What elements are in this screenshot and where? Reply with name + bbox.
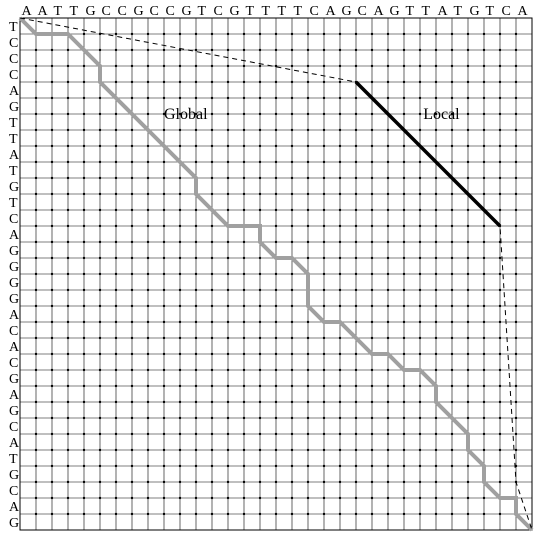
- top-seq-char: G: [470, 4, 480, 19]
- left-seq-char: G: [9, 516, 19, 531]
- left-seq-char: G: [9, 276, 19, 291]
- top-seq-char: C: [102, 4, 111, 19]
- top-seq-char: T: [406, 4, 415, 19]
- left-seq-char: A: [9, 148, 20, 163]
- left-seq-char: G: [9, 180, 19, 195]
- left-seq-char: A: [9, 388, 20, 403]
- left-seq-char: C: [9, 356, 18, 371]
- top-seq-char: A: [438, 4, 449, 19]
- top-seq-char: C: [310, 4, 319, 19]
- left-seq-char: G: [9, 292, 19, 307]
- left-seq-char: T: [9, 164, 18, 179]
- top-seq-char: A: [38, 4, 49, 19]
- top-seq-char: T: [262, 4, 271, 19]
- top-seq-char: T: [486, 4, 495, 19]
- top-seq-char: T: [70, 4, 79, 19]
- top-seq-char: C: [166, 4, 175, 19]
- canvas-bg: [0, 0, 538, 539]
- left-seq-char: T: [9, 20, 18, 35]
- top-seq-char: T: [294, 4, 303, 19]
- global-label: Global: [164, 106, 208, 123]
- left-seq-char: G: [9, 260, 19, 275]
- left-seq-char: C: [9, 324, 18, 339]
- left-seq-char: C: [9, 484, 18, 499]
- left-seq-char: C: [9, 52, 18, 67]
- left-seq-char: C: [9, 36, 18, 51]
- left-seq-char: A: [9, 500, 20, 515]
- left-seq-char: G: [9, 468, 19, 483]
- top-seq-char: C: [502, 4, 511, 19]
- left-seq-char: G: [9, 100, 19, 115]
- top-seq-char: C: [214, 4, 223, 19]
- left-seq-char: C: [9, 212, 18, 227]
- top-seq-char: T: [246, 4, 255, 19]
- left-seq-char: T: [9, 116, 18, 131]
- left-seq-char: T: [9, 196, 18, 211]
- top-seq-char: T: [198, 4, 207, 19]
- top-seq-char: G: [134, 4, 144, 19]
- left-seq-char: C: [9, 420, 18, 435]
- top-seq-char: A: [22, 4, 33, 19]
- left-seq-char: A: [9, 84, 20, 99]
- local-label: Local: [423, 106, 460, 123]
- left-seq-char: T: [9, 452, 18, 467]
- top-seq-char: G: [390, 4, 400, 19]
- top-seq-char: G: [86, 4, 96, 19]
- left-seq-char: G: [9, 372, 19, 387]
- left-seq-char: G: [9, 404, 19, 419]
- left-seq-char: A: [9, 436, 20, 451]
- top-seq-char: G: [230, 4, 240, 19]
- left-seq-char: A: [9, 228, 20, 243]
- top-seq-char: A: [326, 4, 337, 19]
- top-seq-char: T: [54, 4, 63, 19]
- top-seq-char: G: [182, 4, 192, 19]
- top-seq-char: A: [518, 4, 529, 19]
- top-seq-char: T: [454, 4, 463, 19]
- left-seq-char: G: [9, 244, 19, 259]
- top-seq-char: C: [358, 4, 367, 19]
- left-seq-char: C: [9, 68, 18, 83]
- top-seq-char: T: [422, 4, 431, 19]
- left-seq-char: T: [9, 132, 18, 147]
- top-seq-char: A: [374, 4, 385, 19]
- top-seq-char: T: [278, 4, 287, 19]
- top-seq-char: C: [150, 4, 159, 19]
- top-seq-char: C: [118, 4, 127, 19]
- top-seq-char: G: [342, 4, 352, 19]
- left-seq-char: A: [9, 308, 20, 323]
- alignment-matrix-diagram: AATTGCCGCCGTCGTTTTCAGCAGTTATGTCATCCCAGTT…: [0, 0, 538, 539]
- left-seq-char: A: [9, 340, 20, 355]
